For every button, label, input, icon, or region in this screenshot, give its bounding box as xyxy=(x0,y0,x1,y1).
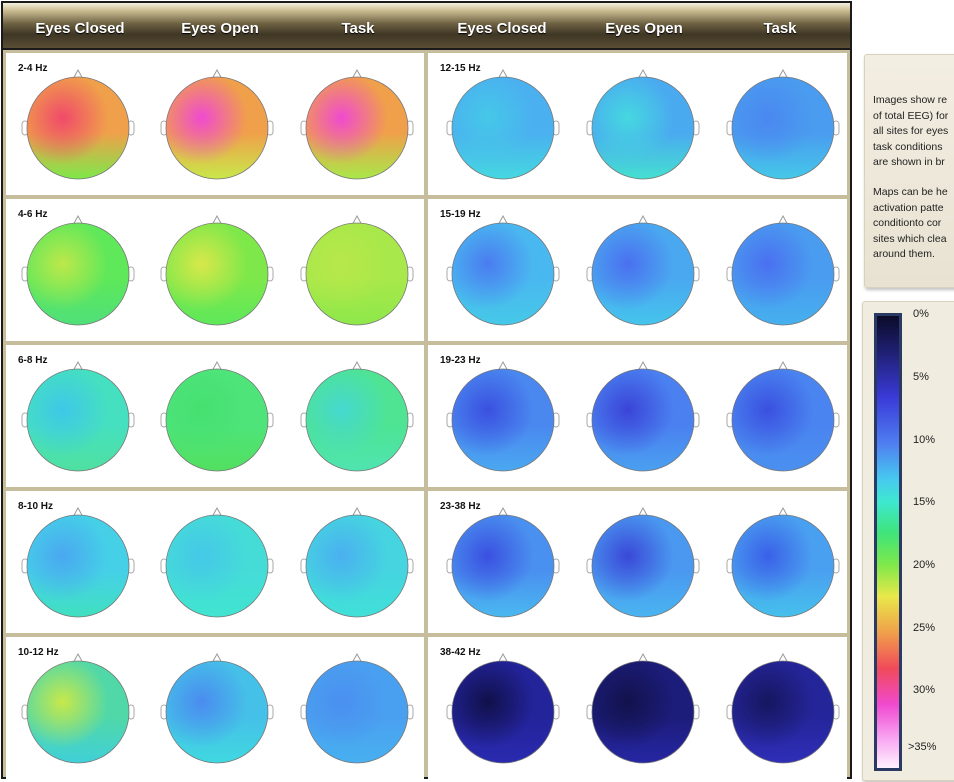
scalp-topomap xyxy=(586,213,700,329)
header-eyes-open-left: Eyes Open xyxy=(181,20,259,37)
scalp-topomap xyxy=(586,67,700,183)
legend-tick: 20% xyxy=(913,559,936,571)
scalp-topomap xyxy=(446,67,560,183)
band-row: 38-42 Hz xyxy=(428,637,847,779)
scalp-topomap xyxy=(160,213,274,329)
band-row: 2-4 Hz xyxy=(6,53,424,195)
header-bar: Eyes Closed Eyes Open Task Eyes Closed E… xyxy=(3,3,850,50)
band-row: 23-38 Hz xyxy=(428,491,847,633)
band-label: 23-38 Hz xyxy=(440,501,481,512)
header-eyes-open-right: Eyes Open xyxy=(605,20,683,37)
info-paragraph-2: Maps can be he activation patte conditio… xyxy=(873,186,948,260)
scalp-topomap xyxy=(21,213,135,329)
scalp-topomap xyxy=(300,213,414,329)
band-row: 15-19 Hz xyxy=(428,199,847,341)
band-row: 4-6 Hz xyxy=(6,199,424,341)
scalp-topomap xyxy=(726,67,840,183)
info-panel: Images show re of total EEG) for all sit… xyxy=(864,54,954,288)
scalp-topomap xyxy=(300,651,414,767)
band-label: 6-8 Hz xyxy=(18,355,48,366)
scalp-topomap xyxy=(160,359,274,475)
legend-tick: 5% xyxy=(913,371,929,383)
band-label: 2-4 Hz xyxy=(18,63,48,74)
scalp-topomap xyxy=(726,359,840,475)
header-eyes-closed-right: Eyes Closed xyxy=(457,20,547,37)
scalp-topomap xyxy=(726,651,840,767)
band-row: 19-23 Hz xyxy=(428,345,847,487)
scalp-topomap xyxy=(160,67,274,183)
band-row: 6-8 Hz xyxy=(6,345,424,487)
legend-tick: 0% xyxy=(913,308,929,320)
legend-tick: 25% xyxy=(913,622,936,634)
legend-tick: 15% xyxy=(913,496,936,508)
color-scale-legend: 0% 5% 10% 15% 20% 25% 30% >35% xyxy=(862,301,954,781)
legend-tick: 30% xyxy=(913,684,936,696)
scalp-topomap xyxy=(300,67,414,183)
scalp-topomap xyxy=(300,505,414,621)
topomap-grid: 2-4 Hz 4-6 Hz 6-8 Hz 8-10 Hz 10-12 Hz 12-15 H… xyxy=(3,50,850,779)
band-label: 4-6 Hz xyxy=(18,209,48,220)
legend-tick: >35% xyxy=(908,741,937,753)
band-label: 8-10 Hz xyxy=(18,501,54,512)
scalp-topomap xyxy=(586,505,700,621)
band-label: 12-15 Hz xyxy=(440,63,481,74)
scalp-topomap xyxy=(586,359,700,475)
scalp-topomap xyxy=(21,67,135,183)
scalp-topomap xyxy=(160,651,274,767)
scalp-topomap xyxy=(21,359,135,475)
scalp-topomap xyxy=(21,651,135,767)
band-label: 10-12 Hz xyxy=(18,647,59,658)
column-divider xyxy=(424,50,428,777)
scalp-topomap xyxy=(446,651,560,767)
band-row: 8-10 Hz xyxy=(6,491,424,633)
scalp-topomap xyxy=(446,213,560,329)
scalp-topomap xyxy=(726,213,840,329)
band-label: 38-42 Hz xyxy=(440,647,481,658)
header-eyes-closed-left: Eyes Closed xyxy=(35,20,125,37)
band-label: 19-23 Hz xyxy=(440,355,481,366)
scalp-topomap xyxy=(300,359,414,475)
scalp-topomap xyxy=(21,505,135,621)
scalp-topomap xyxy=(446,359,560,475)
band-row: 12-15 Hz xyxy=(428,53,847,195)
legend-tick: 10% xyxy=(913,434,936,446)
band-row: 10-12 Hz xyxy=(6,637,424,779)
scalp-topomap xyxy=(586,651,700,767)
scalp-topomap xyxy=(446,505,560,621)
header-task-left: Task xyxy=(341,20,375,37)
scalp-topomap xyxy=(726,505,840,621)
band-label: 15-19 Hz xyxy=(440,209,481,220)
brain-map-frame: Eyes Closed Eyes Open Task Eyes Closed E… xyxy=(1,1,852,779)
header-task-right: Task xyxy=(763,20,797,37)
scalp-topomap xyxy=(160,505,274,621)
color-scale-bar xyxy=(874,313,902,771)
info-paragraph-1: Images show re of total EEG) for all sit… xyxy=(873,94,949,168)
